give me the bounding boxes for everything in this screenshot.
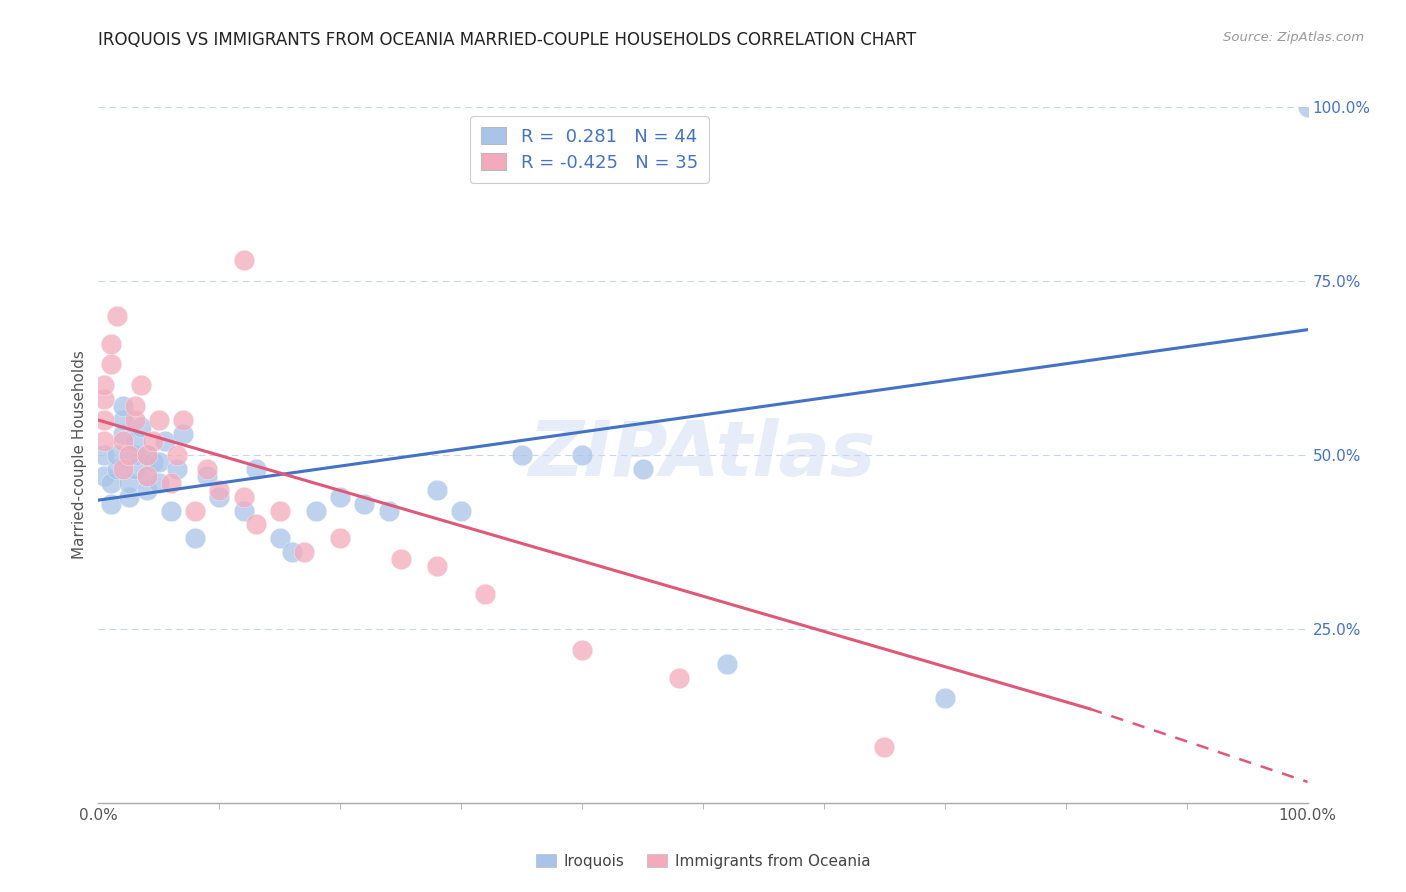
Point [377,503,399,517]
Point [934,691,956,706]
Point [172,413,194,427]
Point [281,545,304,559]
Point [292,545,315,559]
Point [450,503,472,517]
Point [111,399,134,413]
Point [124,399,146,413]
Point [232,253,254,268]
Point [135,483,157,497]
Point [93,378,115,392]
Point [245,462,267,476]
Point [631,462,654,476]
Point [118,448,141,462]
Point [208,483,231,497]
Point [93,413,115,427]
Point [100,358,122,372]
Point [195,468,218,483]
Point [118,475,141,490]
Point [329,490,352,504]
Y-axis label: Married-couple Households: Married-couple Households [72,351,87,559]
Point [148,475,170,490]
Point [510,448,533,462]
Point [329,532,352,546]
Point [135,448,157,462]
Point [474,587,496,601]
Text: Source: ZipAtlas.com: Source: ZipAtlas.com [1223,31,1364,45]
Point [93,434,115,448]
Point [124,448,146,462]
Point [105,309,128,323]
Point [148,413,170,427]
Point [124,462,146,476]
Point [571,642,593,657]
Point [135,448,157,462]
Point [105,448,128,462]
Point [111,413,134,427]
Point [142,434,165,448]
Point [100,336,122,351]
Point [124,434,146,448]
Point [873,740,896,755]
Point [208,490,231,504]
Point [111,427,134,442]
Point [135,468,157,483]
Point [716,657,738,671]
Point [105,462,128,476]
Point [232,490,254,504]
Point [269,532,291,546]
Point [100,475,122,490]
Point [153,434,176,448]
Point [160,503,183,517]
Point [305,503,328,517]
Point [195,462,218,476]
Point [142,455,165,469]
Point [166,462,188,476]
Point [184,532,207,546]
Legend: Iroquois, Immigrants from Oceania: Iroquois, Immigrants from Oceania [530,848,876,875]
Point [93,448,115,462]
Point [426,483,449,497]
Point [668,671,690,685]
Point [269,503,291,517]
Point [353,497,375,511]
Point [124,413,146,427]
Point [389,552,412,566]
Point [111,434,134,448]
Point [129,378,152,392]
Point [111,462,134,476]
Text: ZIPAtlas: ZIPAtlas [529,418,877,491]
Point [100,497,122,511]
Text: IROQUOIS VS IMMIGRANTS FROM OCEANIA MARRIED-COUPLE HOUSEHOLDS CORRELATION CHART: IROQUOIS VS IMMIGRANTS FROM OCEANIA MARR… [98,31,917,49]
Point [135,468,157,483]
Point [426,559,449,574]
Point [245,517,267,532]
Point [118,490,141,504]
Point [1296,100,1319,114]
Point [148,455,170,469]
Point [160,475,183,490]
Point [571,448,593,462]
Point [184,503,207,517]
Point [129,420,152,434]
Point [166,448,188,462]
Point [93,468,115,483]
Point [172,427,194,442]
Point [93,392,115,407]
Point [232,503,254,517]
